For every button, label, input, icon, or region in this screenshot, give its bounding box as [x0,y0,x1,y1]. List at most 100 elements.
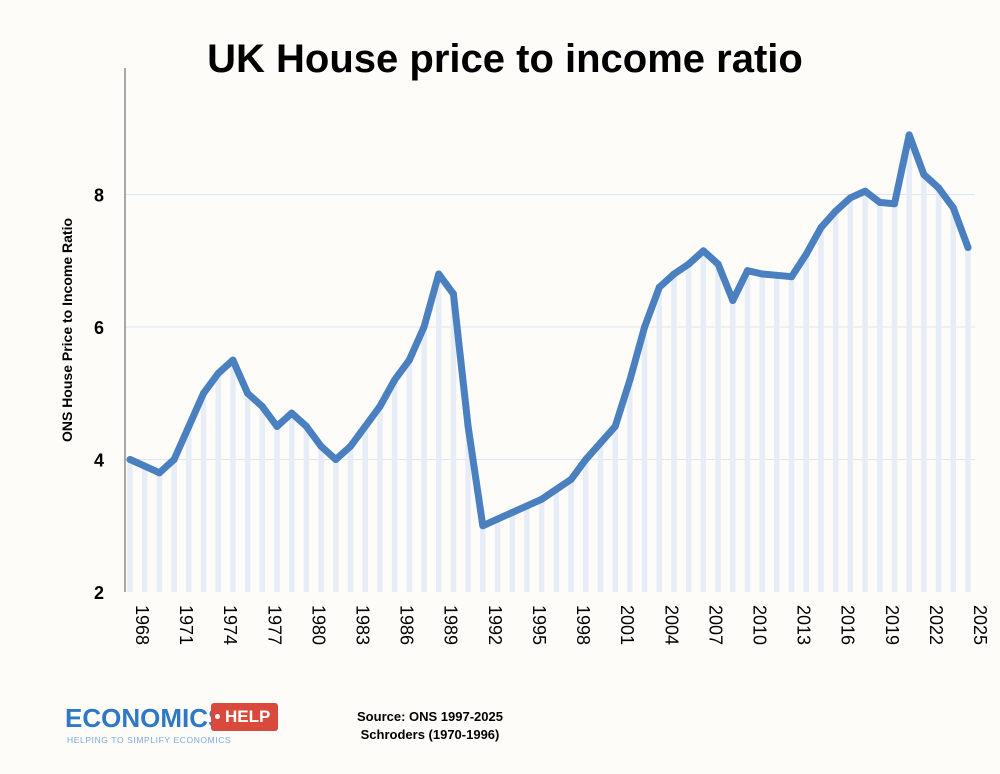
data-point [258,403,266,410]
data-point [508,509,516,516]
data-point [494,515,502,523]
data-point [699,247,707,255]
area-bar [700,250,707,592]
x-tick-label: 1992 [485,605,505,645]
y-tick-labels: 2 4 6 8 [94,186,104,604]
area-bar [141,466,148,592]
area-bar [965,247,971,592]
data-point [949,204,957,212]
area-bar [818,227,824,592]
y-tick-label: 4 [94,451,104,471]
area-bar [553,489,560,592]
data-point [729,297,737,304]
area-bar [480,525,486,592]
data-point [905,131,913,139]
data-point [714,260,722,268]
area-bar [891,203,898,592]
area-bar [685,264,692,592]
area-bar [465,426,471,592]
data-point [200,389,208,397]
area-bar [538,499,545,592]
data-point [685,260,693,268]
data-point [846,194,854,202]
area-bar [244,393,251,592]
area-bar [612,426,618,592]
x-tick-label: 1968 [132,605,152,645]
area-bar [774,275,780,592]
area-bar [803,254,810,592]
area-bar [921,174,927,592]
data-point [126,456,134,463]
area-bar [494,519,501,592]
series-line [126,131,972,530]
data-point [170,456,178,463]
data-point [376,403,384,410]
area-bar [671,274,677,592]
data-point [332,456,340,463]
x-tick-label: 2019 [882,605,902,645]
area-bar [509,512,515,592]
area-bar [568,479,574,592]
data-point [361,422,369,430]
area-bar [877,202,883,592]
data-point [861,187,869,195]
data-points [126,131,972,530]
source-line-1: Source: ONS 1997-2025 [357,709,503,724]
data-point [788,273,796,281]
area-bar [406,360,413,592]
data-point [935,184,943,192]
area-bar [524,505,530,592]
x-tick-label: 2007 [705,605,725,645]
data-point [391,376,399,384]
data-point [449,290,457,298]
area-bar [597,442,604,592]
area-bar [288,413,295,592]
data-point [302,422,310,430]
x-tick-label: 1989 [441,605,461,645]
gridlines [125,194,975,460]
data-point [538,495,546,503]
x-tick-label: 1980 [308,605,328,645]
area-bar [862,191,868,592]
x-tick-label: 2013 [794,605,814,645]
area-bar [362,426,368,592]
x-tick-label: 1995 [529,605,549,645]
chart-title: UK House price to income ratio [207,37,803,81]
area-bar [744,270,751,592]
x-tick-label: 2025 [970,605,990,645]
x-tick-label: 2022 [926,605,946,645]
data-point [347,442,355,450]
data-point [552,485,560,493]
area-bar [377,406,383,592]
y-tick-label: 2 [94,583,104,603]
data-point [964,244,972,251]
data-point [655,283,663,291]
data-point [802,250,810,258]
area-bar [230,360,236,592]
data-point [626,376,634,384]
x-tick-label: 1971 [176,605,196,645]
data-point [773,271,781,279]
area-bar [935,187,942,592]
x-tick-label: 1977 [264,605,284,645]
area-hatch [127,134,971,592]
data-point [185,422,193,430]
x-tick-label: 1998 [573,605,593,645]
area-bar [641,327,648,592]
area-bar [318,446,324,592]
source-line-2: Schroders (1970-1996) [360,727,500,742]
area-bar [186,426,192,592]
area-bar [450,293,457,592]
data-point [244,389,252,397]
data-point [832,207,840,215]
data-point [288,409,296,417]
data-point [479,522,487,530]
data-point [273,422,281,430]
data-point [817,224,825,232]
area-bar [583,459,589,592]
area-bar [730,300,736,592]
data-point [405,356,413,364]
data-point [155,469,163,477]
data-point [920,171,928,179]
